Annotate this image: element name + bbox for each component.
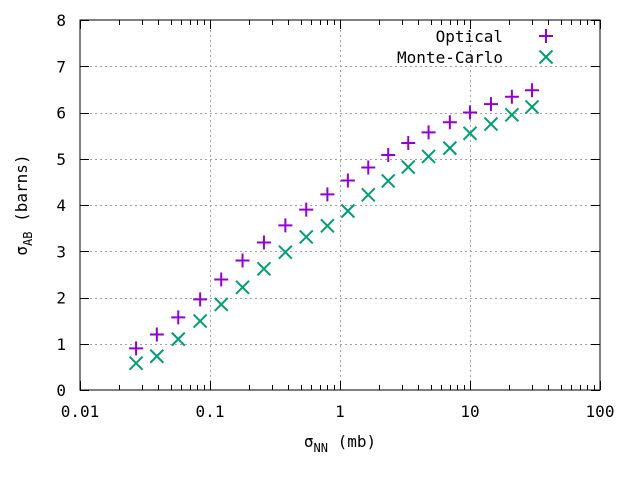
data-point-plus	[504, 89, 519, 104]
y-axis-title: σAB (barns)	[12, 154, 35, 255]
data-points	[128, 83, 540, 371]
data-point-plus	[278, 218, 293, 233]
y-tick-label: 5	[56, 150, 66, 169]
x-tick-label: 0.01	[61, 402, 100, 421]
axis-ticks	[80, 20, 601, 391]
data-point-plus	[235, 253, 250, 268]
data-point-cross	[128, 355, 144, 371]
x-tick-label: 1	[335, 402, 345, 421]
data-point-plus	[193, 292, 208, 307]
data-point-plus	[381, 148, 396, 163]
legend-marker-cross	[538, 49, 554, 65]
data-point-cross	[299, 229, 314, 245]
grid-lines	[80, 20, 600, 390]
data-point-cross	[214, 297, 229, 312]
data-point-cross	[192, 313, 208, 329]
y-tick-label: 6	[56, 104, 66, 123]
x-tick-label: 0.1	[196, 402, 225, 421]
data-point-cross	[320, 218, 335, 234]
data-point-cross	[340, 203, 356, 219]
data-point-plus	[149, 327, 164, 342]
data-point-cross	[483, 116, 499, 132]
data-point-cross	[381, 173, 396, 189]
y-tick-label: 4	[56, 196, 66, 215]
data-point-cross	[235, 280, 250, 295]
y-tick-label: 1	[56, 335, 66, 354]
data-point-cross	[278, 244, 293, 260]
data-point-plus	[401, 136, 416, 151]
data-point-plus	[442, 115, 457, 130]
data-point-cross	[504, 107, 520, 123]
x-axis-title: σNN (mb)	[304, 432, 376, 455]
legend-label: Monte-Carlo	[397, 48, 503, 67]
data-point-cross	[171, 331, 186, 347]
data-point-plus	[171, 310, 186, 325]
y-tick-labels: 0 1 2 3 4 5 6 7 8	[56, 11, 66, 400]
data-point-cross	[421, 149, 436, 164]
data-point-plus	[214, 272, 229, 287]
data-point-plus	[340, 173, 355, 188]
data-point-cross	[256, 261, 272, 277]
data-point-plus	[299, 202, 314, 217]
legend-label: Optical	[436, 27, 503, 46]
data-point-cross	[361, 187, 376, 203]
y-tick-label: 8	[56, 11, 66, 30]
legend: Optical Monte-Carlo	[397, 27, 554, 67]
data-point-plus	[525, 83, 540, 98]
x-tick-label: 10	[460, 402, 479, 421]
data-point-plus	[483, 97, 498, 112]
data-point-plus	[421, 125, 436, 140]
data-point-cross	[401, 159, 416, 175]
data-point-plus	[361, 160, 376, 175]
data-point-cross	[149, 349, 165, 364]
y-tick-label: 7	[56, 57, 66, 76]
y-tick-label: 0	[56, 381, 66, 400]
series-monte-carlo	[128, 99, 540, 371]
x-tick-labels: 0.01 0.1 1 10 100	[61, 402, 615, 421]
y-tick-label: 3	[56, 242, 66, 261]
series-optical	[129, 83, 540, 356]
x-tick-label: 100	[586, 402, 615, 421]
y-tick-label: 2	[56, 289, 66, 308]
data-point-plus	[463, 105, 477, 120]
legend-marker-plus	[539, 29, 553, 43]
data-point-cross	[462, 126, 478, 141]
data-point-plus	[320, 187, 335, 202]
data-point-cross	[442, 140, 458, 156]
data-point-plus	[256, 235, 271, 250]
data-point-cross	[524, 99, 540, 115]
data-point-plus	[129, 341, 144, 356]
